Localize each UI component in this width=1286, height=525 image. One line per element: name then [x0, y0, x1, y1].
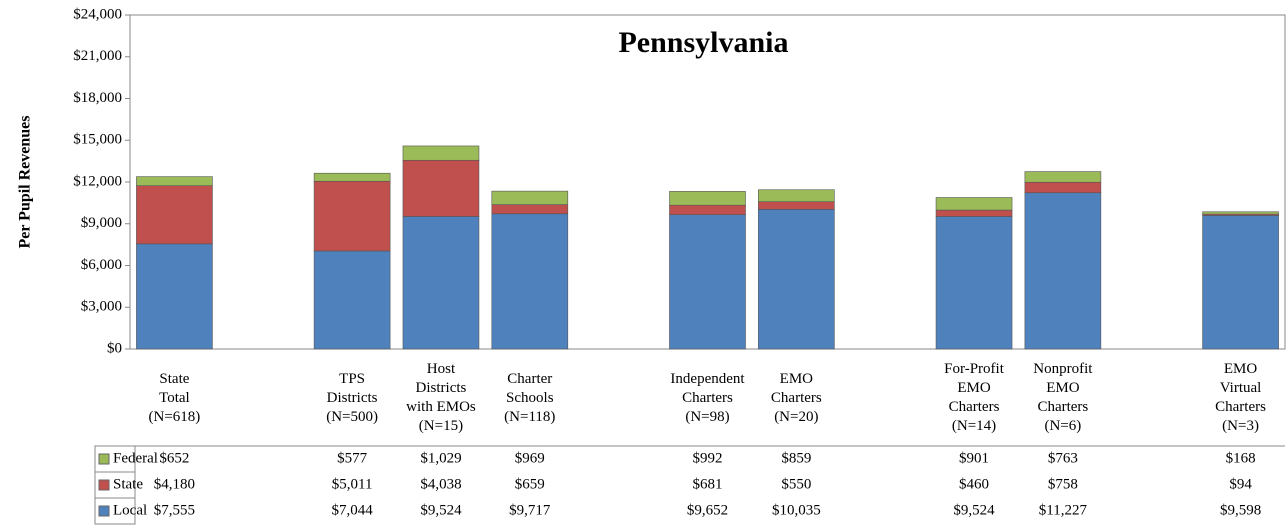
x-tick-label: Nonprofit EMO Charters (N=6)	[1033, 361, 1093, 434]
bar-segment	[402, 159, 480, 217]
table-value: $460	[959, 476, 989, 492]
y-tick-label: $24,000	[73, 6, 122, 22]
bar-segment	[491, 213, 569, 350]
y-tick-label: $15,000	[73, 132, 122, 148]
bar-segment	[669, 191, 746, 206]
bar-segment	[313, 250, 391, 350]
table-value: $763	[1048, 450, 1078, 466]
table-value: $7,044	[331, 502, 373, 518]
x-tick-label: EMO Charters (N=20)	[770, 370, 822, 425]
bar-segment	[136, 243, 213, 350]
x-tick-label: Charter Schools (N=118)	[504, 370, 556, 425]
y-axis-label: Per Pupil Revenues	[17, 115, 34, 248]
bar-segment	[1202, 215, 1279, 350]
table-value: $659	[515, 476, 545, 492]
x-tick-label: State Total (N=618)	[148, 370, 201, 425]
table-value: $7,555	[154, 502, 195, 518]
table-value: $5,011	[332, 476, 373, 492]
bar-segment	[669, 204, 746, 215]
table-value: $4,038	[420, 476, 461, 492]
table-value: $9,524	[420, 502, 462, 518]
title-background	[614, 25, 793, 59]
x-tick-label: Independent Charters (N=98)	[670, 370, 745, 425]
bar-segment	[1202, 211, 1279, 215]
table-value: $859	[781, 450, 811, 466]
bar-segment	[491, 204, 569, 215]
bar-segment	[669, 214, 746, 350]
bar-segment	[136, 185, 213, 245]
y-tick-label: $3,000	[81, 299, 122, 315]
bar-segment	[1024, 181, 1102, 194]
table-value: $9,652	[687, 502, 728, 518]
legend-swatch	[98, 479, 110, 491]
table-value: $758	[1048, 476, 1078, 492]
bar-segment	[758, 189, 835, 202]
bar-segment	[935, 209, 1013, 217]
x-tick-label: TPS Districts (N=500)	[326, 370, 378, 425]
table-value: $168	[1226, 450, 1256, 466]
legend-cell	[94, 497, 136, 525]
x-tick-label: Host Districts with EMOs (N=15)	[406, 361, 476, 434]
table-value: $901	[959, 450, 989, 466]
table-value: $681	[693, 476, 723, 492]
table-value: $94	[1229, 476, 1252, 492]
table-value: $9,524	[953, 502, 995, 518]
bar-segment	[491, 190, 569, 205]
table-value: $652	[159, 450, 189, 466]
table-value: $969	[515, 450, 545, 466]
chart-title: Pennsylvania	[618, 26, 788, 59]
table-value: $577	[337, 450, 368, 466]
bar-segment	[935, 216, 1013, 350]
y-tick-label: $18,000	[73, 90, 122, 106]
bar-segment	[313, 172, 391, 182]
table-value: $11,227	[1039, 502, 1088, 518]
table-value: $550	[781, 476, 811, 492]
legend-swatch	[98, 505, 110, 517]
table-value: $10,035	[772, 502, 821, 518]
legend-label: Federal	[113, 450, 158, 466]
bar-segment	[136, 176, 213, 186]
table-value: $992	[693, 450, 723, 466]
bar-segment	[1024, 171, 1102, 183]
legend-label: Local	[113, 502, 147, 518]
y-tick-label: $9,000	[81, 215, 122, 231]
x-tick-label: EMO Virtual Charters (N=3)	[1215, 361, 1266, 434]
bar-segment	[1024, 192, 1102, 350]
bar-segment	[935, 197, 1013, 211]
legend-swatch	[98, 453, 110, 465]
table-value: $9,598	[1220, 502, 1261, 518]
x-tick-label: For-Profit EMO Charters (N=14)	[944, 361, 1004, 434]
y-tick-label: $6,000	[81, 257, 122, 273]
y-tick-label: $0	[107, 340, 122, 356]
table-value: $9,717	[509, 502, 551, 518]
table-value: $1,029	[420, 450, 461, 466]
bar-segment	[402, 145, 480, 161]
title-group: Pennsylvania	[614, 25, 793, 59]
bar-segment	[313, 180, 391, 252]
y-tick-label: $12,000	[73, 173, 122, 189]
bar-segment	[758, 201, 835, 210]
legend-label: State	[113, 476, 143, 492]
y-tick-label: $21,000	[73, 48, 122, 64]
table-value: $4,180	[154, 476, 195, 492]
bar-segment	[402, 216, 480, 350]
bar-segment	[758, 209, 835, 350]
